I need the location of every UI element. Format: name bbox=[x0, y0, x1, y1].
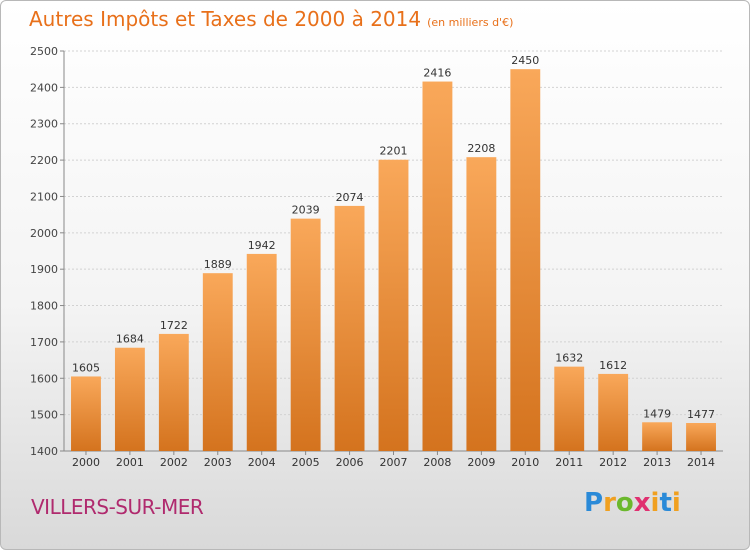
y-tick-label: 1600 bbox=[30, 372, 58, 385]
x-tick-label: 2008 bbox=[423, 456, 451, 469]
data-label: 2074 bbox=[336, 191, 364, 204]
bars bbox=[71, 69, 716, 451]
y-tick-label: 1700 bbox=[30, 336, 58, 349]
x-tick-label: 2013 bbox=[643, 456, 671, 469]
data-label: 1612 bbox=[599, 359, 627, 372]
data-label: 1722 bbox=[160, 319, 188, 332]
x-tick-label: 2001 bbox=[116, 456, 144, 469]
bar-2002 bbox=[158, 333, 189, 451]
y-tick-label: 2100 bbox=[30, 190, 58, 203]
x-tick-label: 2004 bbox=[248, 456, 276, 469]
y-tick-label: 1800 bbox=[30, 300, 58, 313]
bar-2007 bbox=[378, 159, 409, 451]
data-label: 2450 bbox=[511, 54, 539, 67]
data-label: 1942 bbox=[248, 239, 276, 252]
x-tick-label: 2006 bbox=[336, 456, 364, 469]
data-label: 1605 bbox=[72, 361, 100, 374]
x-tick-label: 2005 bbox=[292, 456, 320, 469]
bar-2014 bbox=[686, 423, 716, 451]
data-label: 2208 bbox=[467, 142, 495, 155]
y-tick-label: 2300 bbox=[30, 118, 58, 131]
x-tick-label: 2014 bbox=[687, 456, 715, 469]
x-tick-label: 2003 bbox=[204, 456, 232, 469]
bar-2008 bbox=[422, 81, 453, 451]
data-label: 2201 bbox=[380, 145, 408, 158]
data-label: 2416 bbox=[423, 67, 451, 80]
y-tick-label: 2500 bbox=[30, 45, 58, 58]
chart-title: Autres Impôts et Taxes de 2000 à 2014 (en… bbox=[29, 7, 513, 31]
bar-2012 bbox=[598, 373, 629, 451]
chart-title-text: Autres Impôts et Taxes de 2000 à 2014 bbox=[29, 7, 422, 31]
x-tick-label: 2002 bbox=[160, 456, 188, 469]
x-tick-label: 2012 bbox=[599, 456, 627, 469]
bar-2013 bbox=[642, 422, 673, 451]
bar-2005 bbox=[290, 218, 321, 451]
data-label: 1684 bbox=[116, 333, 144, 346]
x-tick-label: 2010 bbox=[511, 456, 539, 469]
data-label: 1889 bbox=[204, 258, 232, 271]
y-tick-label: 2000 bbox=[30, 227, 58, 240]
x-tick-label: 2007 bbox=[380, 456, 408, 469]
data-label: 1477 bbox=[687, 408, 715, 421]
y-tick-label: 2200 bbox=[30, 154, 58, 167]
chart-subtitle: (en milliers d'€) bbox=[427, 16, 514, 29]
bar-2003 bbox=[202, 273, 233, 451]
bar-2010 bbox=[510, 69, 541, 451]
bar-2006 bbox=[334, 205, 365, 451]
y-tick-label: 1500 bbox=[30, 409, 58, 422]
x-tick-label: 2000 bbox=[72, 456, 100, 469]
bar-2001 bbox=[114, 347, 145, 451]
bar-2004 bbox=[246, 253, 277, 451]
data-labels: 1605 1684 1722 1889 1942 2039 2074 2201 2416 2208… bbox=[72, 54, 715, 421]
data-label: 1479 bbox=[643, 407, 671, 420]
proxiti-logo: Proxiti bbox=[584, 488, 681, 518]
y-tick-label: 1400 bbox=[30, 445, 58, 458]
bar-2009 bbox=[466, 157, 497, 451]
bar-2011 bbox=[554, 366, 585, 451]
bar-2000 bbox=[71, 376, 101, 451]
x-tick-label: 2011 bbox=[555, 456, 583, 469]
data-label: 2039 bbox=[292, 204, 320, 217]
city-name: VILLERS-SUR-MER bbox=[31, 495, 204, 519]
y-tick-label: 2400 bbox=[30, 81, 58, 94]
x-tick-label: 2009 bbox=[467, 456, 495, 469]
y-tick-label: 1900 bbox=[30, 263, 58, 276]
data-label: 1632 bbox=[555, 352, 583, 365]
